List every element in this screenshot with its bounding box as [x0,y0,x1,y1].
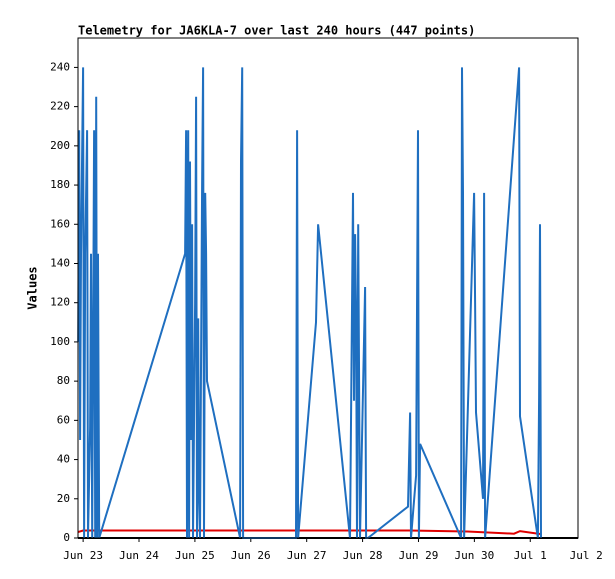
y-tick-label: 120 [50,296,70,309]
x-tick-label: Jul 1 [514,549,547,562]
y-tick-label: 200 [50,139,70,152]
y-tick-label: 60 [57,413,70,426]
y-tick-label: 20 [57,492,70,505]
x-tick-label: Jul 2 [570,549,603,562]
y-tick-label: 140 [50,256,70,269]
x-tick-label: Jun 23 [63,549,103,562]
y-tick-label: 100 [50,335,70,348]
y-axis-label: Values [26,266,40,309]
chart-title: Telemetry for JA6KLA-7 over last 240 hou… [78,24,475,38]
x-tick-label: Jun 24 [119,549,159,562]
y-tick-label: 80 [57,374,70,387]
y-tick-label: 160 [50,217,70,230]
x-tick-label: Jun 26 [231,549,271,562]
plot-frame [77,37,579,539]
y-tick-label: 0 [63,531,70,544]
x-tick-label: Jun 27 [287,549,327,562]
x-tick-label: Jun 28 [343,549,383,562]
y-tick-label: 220 [50,100,70,113]
series-line [77,529,542,536]
x-tick-label: Jun 25 [175,549,215,562]
x-tick-label: Jun 29 [399,549,439,562]
y-tick-label: 40 [57,453,70,466]
y-tick-label: 180 [50,178,70,191]
y-tick-label: 240 [50,60,70,73]
x-tick-label: Jun 30 [454,549,494,562]
series-line [77,67,542,539]
